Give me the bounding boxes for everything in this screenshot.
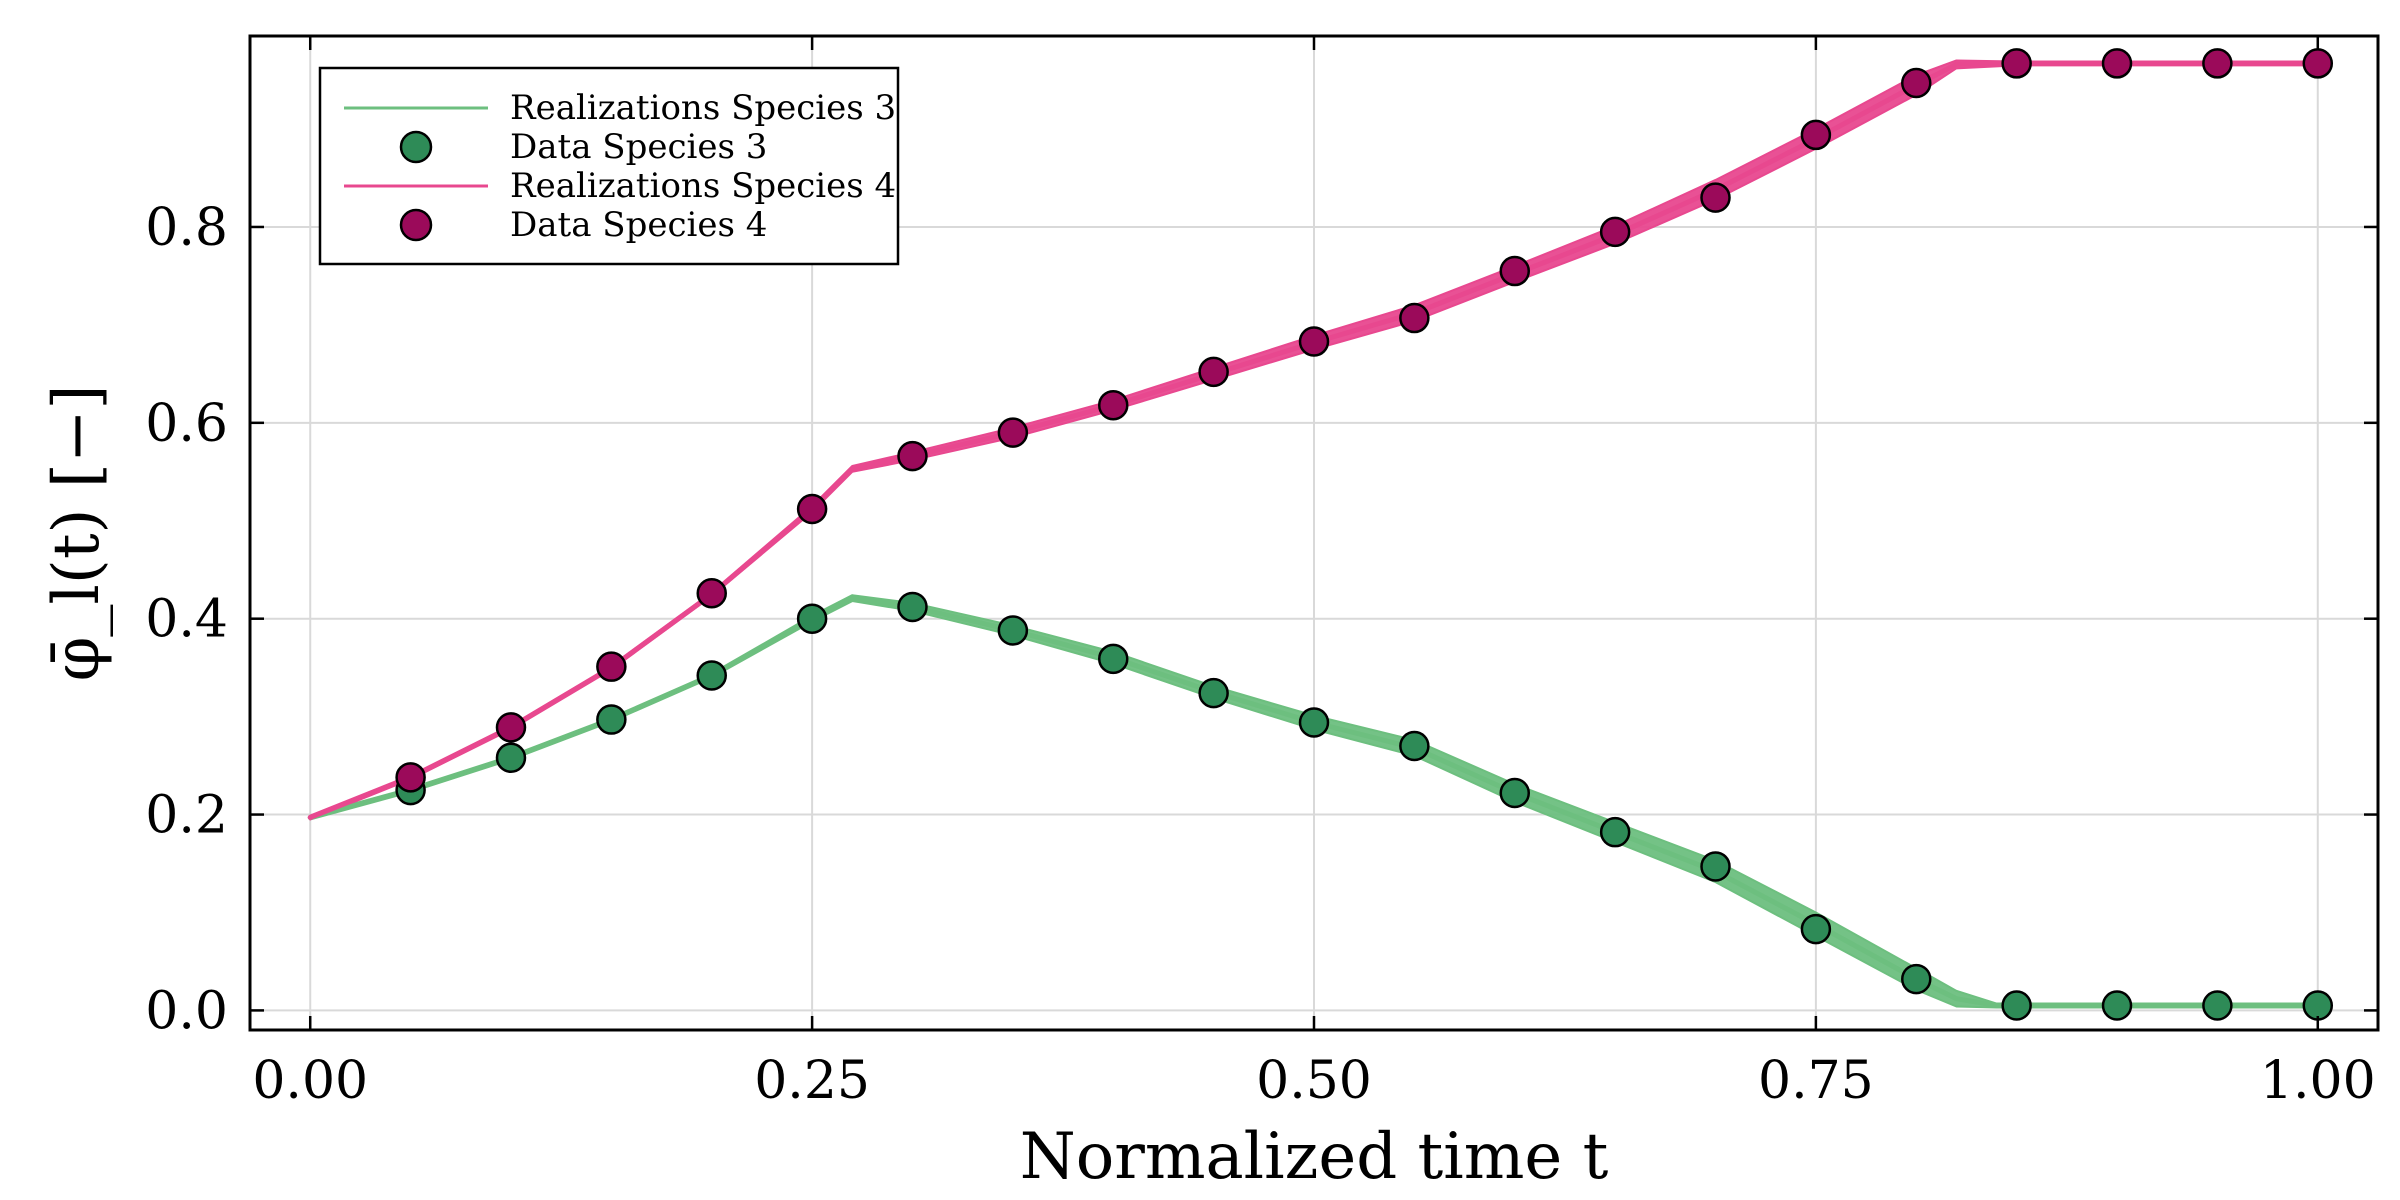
data-point: [1298, 326, 1330, 357]
data-point: [1700, 182, 1731, 213]
data-point: [1097, 389, 1129, 421]
data-point: [1097, 643, 1129, 675]
data-point: [1901, 67, 1932, 99]
y-tick-label: 0.4: [145, 590, 228, 650]
data-point: [1298, 707, 1330, 738]
data-point: [796, 493, 828, 525]
x-tick-label: 0.50: [1256, 1051, 1372, 1111]
data-point: [897, 591, 928, 623]
y-axis-label: φ̄_l(t) [−]: [40, 385, 114, 682]
y-tick-label: 0.0: [145, 981, 228, 1041]
data-point: [796, 603, 828, 634]
legend-marker-swatch: [399, 130, 433, 164]
data-point: [2302, 48, 2334, 79]
data-point: [2001, 990, 2032, 1021]
data-point: [395, 762, 426, 793]
grid: [250, 36, 2378, 1030]
axis-ticks: 0.00 0.25 0.50 0.75 1.00 0.0 0.2 0.4 0.6 0.8: [145, 36, 2378, 1111]
x-tick-label: 0.75: [1758, 1051, 1874, 1111]
data-points: [395, 48, 2334, 1021]
data-point: [2101, 48, 2133, 79]
data-point: [997, 417, 1029, 448]
data-point: [2101, 990, 2133, 1021]
legend-label: Data Species 3: [510, 127, 767, 167]
data-point: [1399, 730, 1430, 762]
legend-marker-swatch: [399, 208, 433, 242]
data-point: [696, 660, 727, 691]
data-point: [1399, 302, 1430, 334]
data-point: [1599, 216, 1631, 248]
data-point: [1800, 913, 1832, 945]
legend-label: Data Species 4: [510, 205, 767, 245]
data-point: [2202, 48, 2233, 79]
data-point: [1198, 356, 1229, 388]
data-point: [2001, 48, 2032, 79]
data-point: [696, 577, 727, 609]
y-tick-label: 0.8: [145, 198, 228, 258]
data-point: [1901, 963, 1932, 995]
data-point: [1198, 677, 1229, 709]
y-tick-label: 0.6: [145, 394, 228, 454]
data-point: [2202, 990, 2233, 1021]
data-point: [596, 651, 627, 682]
x-tick-label: 1.00: [2260, 1051, 2376, 1111]
series-line: [307, 595, 2321, 1009]
legend-label: Realizations Species 4: [510, 166, 896, 206]
data-point: [897, 440, 928, 472]
x-axis-label: Normalized time t: [1020, 1120, 1609, 1194]
data-point: [495, 742, 527, 774]
data-point: [596, 704, 627, 735]
x-tick-label: 0.00: [252, 1051, 368, 1111]
data-point: [997, 615, 1029, 646]
series-lines: [307, 60, 2321, 1009]
data-point: [1800, 119, 1832, 151]
data-point: [1499, 777, 1531, 809]
y-tick-label: 0.2: [145, 786, 228, 846]
legend-label: Realizations Species 3: [510, 88, 896, 128]
data-point: [495, 712, 527, 743]
data-point: [1499, 255, 1531, 287]
data-point: [1599, 816, 1631, 848]
x-tick-label: 0.25: [754, 1051, 870, 1111]
data-point: [1700, 851, 1731, 882]
series-line: [307, 60, 2321, 820]
data-point: [2302, 990, 2334, 1021]
